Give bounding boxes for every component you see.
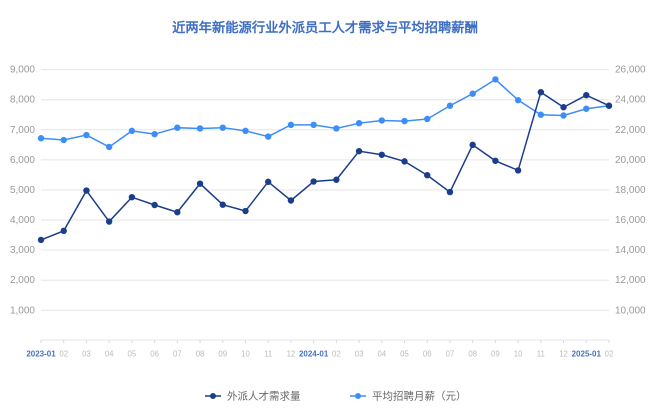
svg-text:11: 11 [264, 350, 272, 359]
svg-text:06: 06 [423, 350, 432, 359]
svg-text:26,000: 26,000 [615, 65, 646, 76]
svg-text:08: 08 [468, 350, 477, 359]
svg-text:2025-01: 2025-01 [572, 350, 602, 359]
svg-text:2023-01: 2023-01 [26, 350, 56, 359]
svg-text:3,000: 3,000 [10, 245, 35, 256]
svg-text:06: 06 [150, 350, 159, 359]
svg-text:20,000: 20,000 [615, 155, 646, 166]
svg-text:9,000: 9,000 [10, 65, 35, 76]
svg-text:12: 12 [287, 350, 296, 359]
svg-text:8,000: 8,000 [10, 95, 35, 106]
svg-text:12: 12 [559, 350, 568, 359]
svg-text:外派人才需求量: 外派人才需求量 [227, 390, 301, 403]
svg-text:2,000: 2,000 [10, 275, 35, 286]
svg-text:1,000: 1,000 [10, 305, 35, 316]
svg-text:10,000: 10,000 [615, 305, 646, 316]
svg-text:05: 05 [128, 350, 137, 359]
svg-text:02: 02 [605, 350, 614, 359]
svg-text:02: 02 [59, 350, 68, 359]
svg-text:02: 02 [332, 350, 341, 359]
svg-text:07: 07 [173, 350, 182, 359]
svg-text:18,000: 18,000 [615, 185, 646, 196]
svg-text:14,000: 14,000 [615, 245, 646, 256]
svg-text:03: 03 [355, 350, 364, 359]
svg-text:09: 09 [218, 350, 227, 359]
svg-text:11: 11 [537, 350, 545, 359]
svg-text:07: 07 [446, 350, 455, 359]
svg-text:平均招聘月薪（元）: 平均招聘月薪（元） [372, 390, 467, 403]
svg-text:7,000: 7,000 [10, 125, 35, 136]
svg-text:6,000: 6,000 [10, 155, 35, 166]
svg-text:09: 09 [491, 350, 500, 359]
svg-text:03: 03 [82, 350, 91, 359]
svg-text:12,000: 12,000 [615, 275, 646, 286]
svg-text:05: 05 [400, 350, 409, 359]
svg-text:2024-01: 2024-01 [299, 350, 329, 359]
svg-text:4,000: 4,000 [10, 215, 35, 226]
svg-text:04: 04 [105, 350, 114, 359]
svg-text:10: 10 [514, 350, 523, 359]
svg-text:10: 10 [241, 350, 250, 359]
svg-text:22,000: 22,000 [615, 125, 646, 136]
svg-text:24,000: 24,000 [615, 95, 646, 106]
svg-text:04: 04 [377, 350, 386, 359]
svg-text:5,000: 5,000 [10, 185, 35, 196]
svg-text:16,000: 16,000 [615, 215, 646, 226]
svg-text:08: 08 [196, 350, 205, 359]
